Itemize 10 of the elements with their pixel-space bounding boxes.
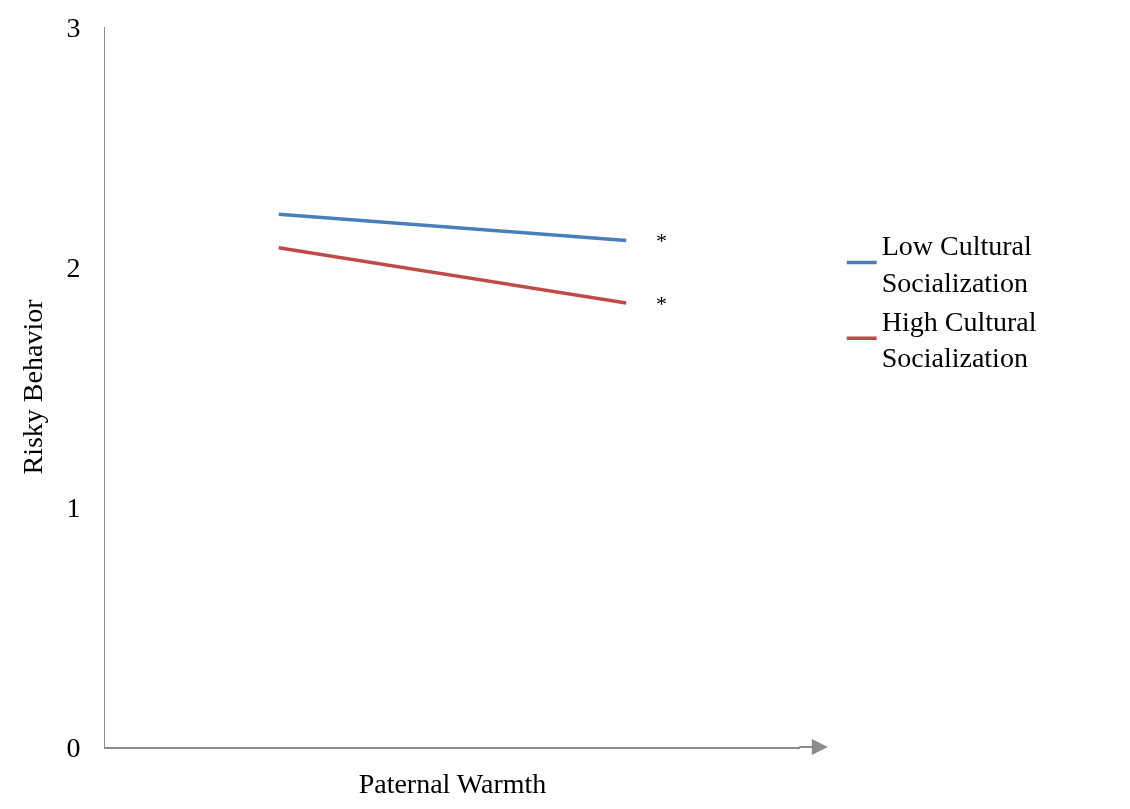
legend-label: Low Cultural Socialization (881, 230, 1033, 298)
y-tick-label: 0 (66, 731, 81, 763)
legend-label: High Cultural Socialization (881, 306, 1037, 374)
y-axis-title: Risky Behavior (17, 298, 49, 475)
y-tick-label: 2 (66, 251, 81, 283)
annotation: * (656, 291, 667, 316)
x-axis-title: Paternal Warmth (358, 768, 547, 800)
y-tick-label: 1 (66, 491, 81, 523)
y-tick-label: 3 (66, 11, 81, 43)
annotation: * (656, 228, 667, 253)
